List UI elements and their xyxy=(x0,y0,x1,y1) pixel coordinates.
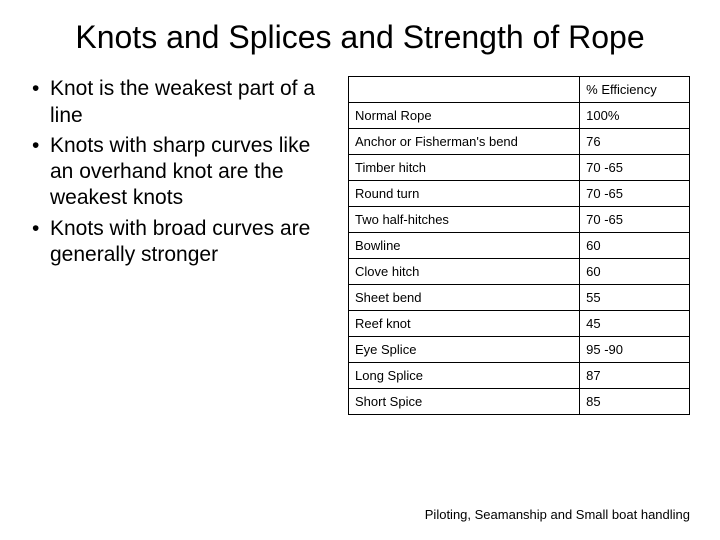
table-row: Timber hitch70 -65 xyxy=(349,155,690,181)
table-column: % Efficiency Normal Rope100% Anchor or F… xyxy=(348,76,690,415)
bullet-item: Knot is the weakest part of a line xyxy=(30,76,330,129)
table-row: Normal Rope100% xyxy=(349,103,690,129)
efficiency-table: % Efficiency Normal Rope100% Anchor or F… xyxy=(348,76,690,415)
table-row: Short Spice85 xyxy=(349,389,690,415)
knot-name: Eye Splice xyxy=(349,337,580,363)
knot-eff: 95 -90 xyxy=(580,337,690,363)
table-row: Long Splice87 xyxy=(349,363,690,389)
knot-eff: 76 xyxy=(580,129,690,155)
table-header-efficiency: % Efficiency xyxy=(580,77,690,103)
table-row: Two half-hitches70 -65 xyxy=(349,207,690,233)
bullet-item: Knots with broad curves are generally st… xyxy=(30,216,330,269)
table-row: Clove hitch60 xyxy=(349,259,690,285)
slide-title: Knots and Splices and Strength of Rope xyxy=(30,18,690,56)
knot-eff: 55 xyxy=(580,285,690,311)
knot-eff: 60 xyxy=(580,259,690,285)
bullet-list: Knot is the weakest part of a line Knots… xyxy=(30,76,330,268)
knot-name: Long Splice xyxy=(349,363,580,389)
knot-name: Anchor or Fisherman's bend xyxy=(349,129,580,155)
table-row: Round turn70 -65 xyxy=(349,181,690,207)
knot-name: Normal Rope xyxy=(349,103,580,129)
knot-eff: 60 xyxy=(580,233,690,259)
table-header-row: % Efficiency xyxy=(349,77,690,103)
knot-name: Reef knot xyxy=(349,311,580,337)
knot-name: Bowline xyxy=(349,233,580,259)
knot-eff: 45 xyxy=(580,311,690,337)
table-row: Bowline60 xyxy=(349,233,690,259)
knot-eff: 70 -65 xyxy=(580,181,690,207)
bullet-item: Knots with sharp curves like an overhand… xyxy=(30,133,330,212)
table-row: Reef knot45 xyxy=(349,311,690,337)
knot-name: Timber hitch xyxy=(349,155,580,181)
table-header-blank xyxy=(349,77,580,103)
knot-eff: 70 -65 xyxy=(580,155,690,181)
knot-eff: 87 xyxy=(580,363,690,389)
knot-name: Two half-hitches xyxy=(349,207,580,233)
knot-eff: 70 -65 xyxy=(580,207,690,233)
table-row: Eye Splice95 -90 xyxy=(349,337,690,363)
knot-eff: 85 xyxy=(580,389,690,415)
knot-name: Clove hitch xyxy=(349,259,580,285)
content-area: Knot is the weakest part of a line Knots… xyxy=(30,76,690,415)
table-row: Anchor or Fisherman's bend76 xyxy=(349,129,690,155)
knot-name: Round turn xyxy=(349,181,580,207)
footer-text: Piloting, Seamanship and Small boat hand… xyxy=(425,507,690,522)
bullet-column: Knot is the weakest part of a line Knots… xyxy=(30,76,330,415)
knot-name: Sheet bend xyxy=(349,285,580,311)
table-row: Sheet bend55 xyxy=(349,285,690,311)
knot-name: Short Spice xyxy=(349,389,580,415)
knot-eff: 100% xyxy=(580,103,690,129)
